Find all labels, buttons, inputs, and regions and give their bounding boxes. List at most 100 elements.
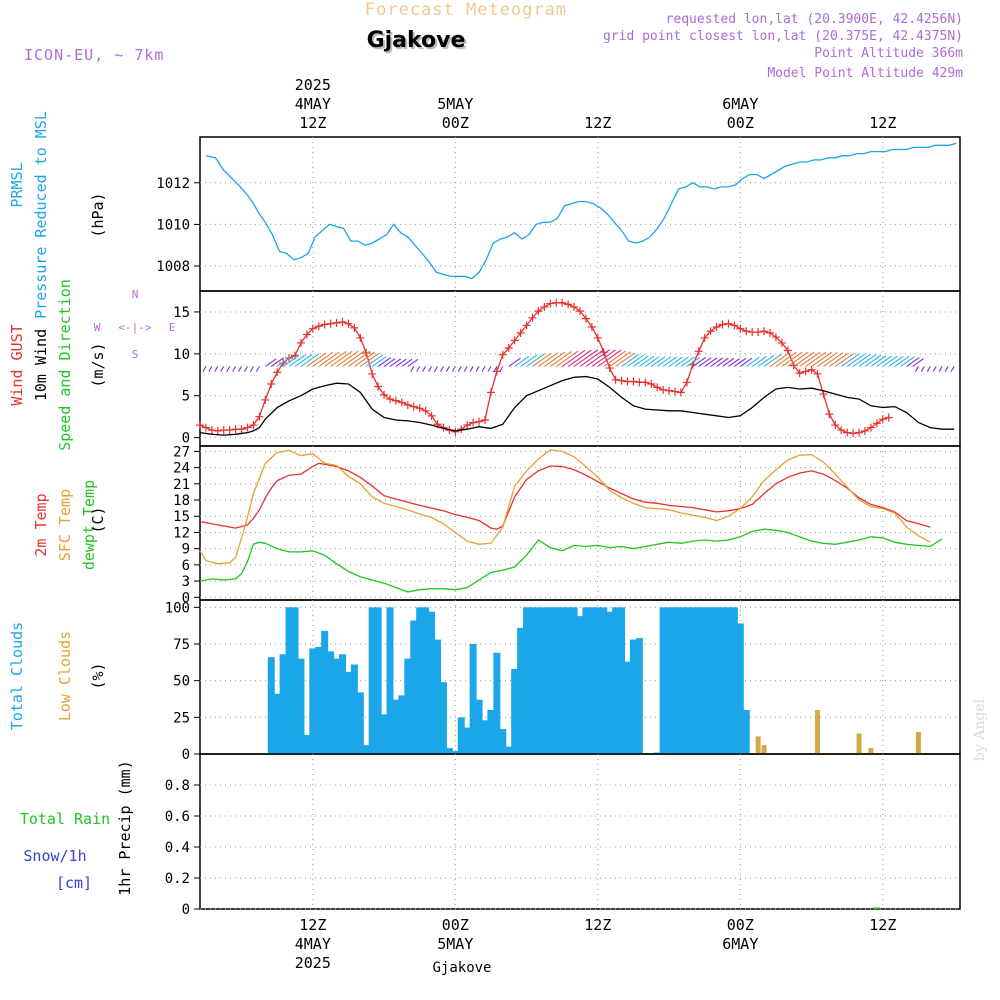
wind-arrow <box>680 356 695 367</box>
gust-marker <box>380 390 389 399</box>
gust-marker <box>475 417 484 426</box>
gust-marker <box>795 369 804 378</box>
wind-arrow <box>348 350 371 367</box>
wind-arrow <box>686 356 701 367</box>
wind-arrow <box>475 366 480 372</box>
wind-arrow <box>793 351 815 367</box>
gust-marker <box>338 318 347 326</box>
legend-label: Speed and Direction <box>56 279 74 451</box>
gust-marker <box>362 349 371 357</box>
wind-arrow <box>597 349 622 367</box>
bar-lowclouds <box>856 733 862 754</box>
gust-marker <box>201 423 210 432</box>
wind-arrow <box>318 351 340 367</box>
wind-arrow <box>633 355 649 367</box>
wind-arrow <box>716 357 729 367</box>
bar-clouds <box>635 638 643 754</box>
wind-arrow <box>549 351 572 367</box>
wind-arrow <box>389 358 402 367</box>
bar-clouds <box>469 644 477 754</box>
wind-arrow <box>288 354 306 367</box>
gust-marker <box>427 411 436 420</box>
wind-arrow <box>499 366 504 372</box>
bar-clouds <box>422 607 430 754</box>
gust-marker <box>783 346 792 355</box>
gust-marker <box>730 321 739 330</box>
y-tick-label: 1012 <box>156 176 190 192</box>
y-tick-label: 15 <box>173 305 190 321</box>
gust-marker <box>243 423 252 432</box>
bar-clouds <box>380 714 388 754</box>
wind-arrow <box>769 352 790 367</box>
gust-marker <box>771 333 780 342</box>
gust-marker <box>801 367 810 376</box>
gust-marker <box>878 415 887 424</box>
bar-clouds <box>273 693 281 754</box>
wind-arrow <box>829 352 849 367</box>
point-altitude: Point Altitude 366m <box>814 46 963 61</box>
wind-arrow <box>226 366 231 372</box>
gust-marker <box>576 307 584 316</box>
wind-arrow <box>739 357 753 367</box>
compass-n: N <box>132 288 139 301</box>
wind-arrow <box>270 357 285 367</box>
panel-frame <box>199 445 961 601</box>
wind-arrow <box>745 356 760 367</box>
wind-arrow <box>377 357 391 367</box>
wind-arrow <box>840 353 860 367</box>
legend-label: Snow/1h <box>23 847 86 865</box>
wind-arrow <box>508 357 521 367</box>
bar-clouds <box>321 630 329 754</box>
gust-marker <box>326 319 335 328</box>
bar-clouds <box>344 671 352 754</box>
wind-arrow <box>561 350 586 367</box>
gust-marker <box>718 320 727 329</box>
gust-marker <box>308 324 317 333</box>
gust-marker <box>653 383 662 392</box>
bar-clouds <box>582 607 590 754</box>
gust-marker <box>391 396 400 405</box>
bar-clouds <box>707 607 715 754</box>
gust-marker <box>813 369 822 378</box>
y-tick-label: 27 <box>173 444 190 460</box>
wind-arrow <box>938 366 943 372</box>
wind-arrow <box>208 366 213 372</box>
wind-arrow <box>817 351 838 367</box>
bar-clouds <box>511 668 519 754</box>
x-tick-label: 12Z <box>584 916 611 934</box>
wind-arrow <box>487 366 492 372</box>
wind-arrow <box>249 366 254 372</box>
bar-clouds <box>546 607 554 754</box>
wind-arrow <box>354 351 376 367</box>
gust-marker <box>819 390 828 399</box>
y-tick-label: 0 <box>182 747 190 763</box>
wind-arrow <box>639 355 655 367</box>
bar-lowclouds <box>761 745 767 754</box>
wind-arrow <box>944 366 949 372</box>
bar-lowclouds <box>868 748 874 754</box>
bar-clouds <box>362 745 370 754</box>
gust-marker <box>302 330 311 339</box>
bar-clouds <box>523 607 531 754</box>
x-tick-label: 5MAY <box>437 935 473 953</box>
bar-clouds <box>368 607 376 754</box>
bar-clouds <box>291 607 299 754</box>
wind-arrow <box>615 352 636 367</box>
gust-marker <box>510 336 519 345</box>
panel-clouds: 0 25 50 75 100 Total Clouds Low Clouds (%) <box>8 599 961 763</box>
gust-marker <box>581 314 590 323</box>
y-tick-label: 21 <box>173 477 190 493</box>
gust-marker <box>564 300 573 309</box>
gust-marker <box>611 375 620 384</box>
x-tick-label: 4MAY <box>295 935 331 953</box>
wind-arrow <box>469 366 474 372</box>
bar-clouds <box>677 607 685 754</box>
gust-marker <box>825 410 834 419</box>
gust-marker <box>706 327 715 336</box>
wind-arrow <box>906 357 920 367</box>
wind-arrow <box>428 366 433 372</box>
bar-clouds <box>374 607 382 754</box>
wind-arrow <box>395 358 407 367</box>
y-tick-label: 0.6 <box>165 809 190 825</box>
